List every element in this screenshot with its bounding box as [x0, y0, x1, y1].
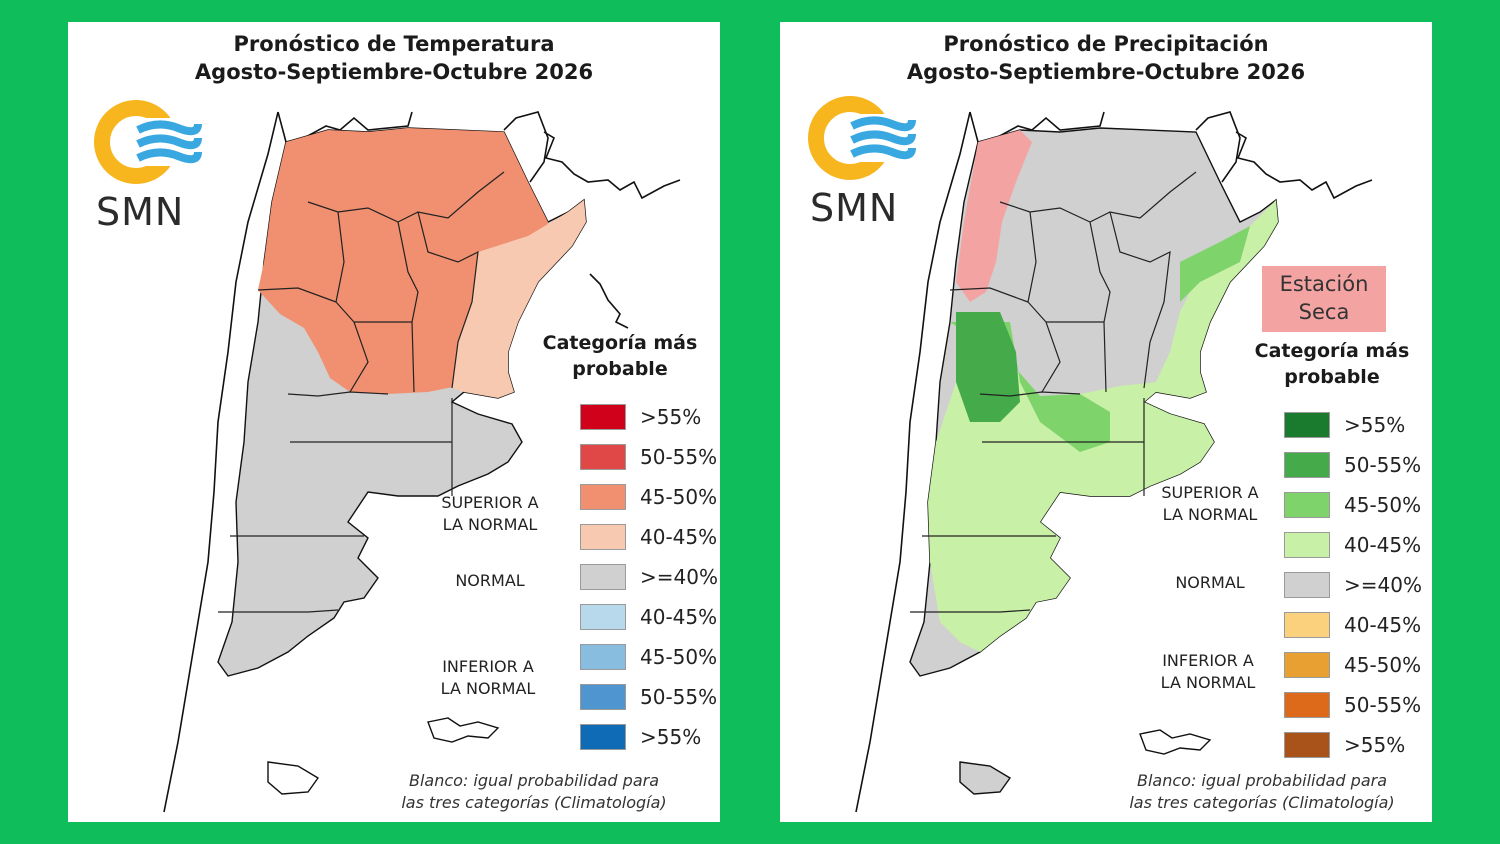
tierra-del-fuego-outline: [267, 761, 320, 795]
legend-swatch: [1284, 572, 1330, 598]
legend-label: 50-55%: [1344, 693, 1422, 717]
legend-label: 45-50%: [1344, 493, 1422, 517]
legend-label: 50-55%: [640, 685, 718, 709]
panel-title: Pronóstico de Temperatura Agosto-Septiem…: [68, 30, 720, 86]
legend-label: 45-50%: [640, 645, 718, 669]
footnote: Blanco: igual probabilidad para las tres…: [1102, 770, 1422, 814]
dry-season-line-1: Estación: [1279, 272, 1369, 296]
legend-swatch: [1284, 612, 1330, 638]
argentina-temperature-map: [163, 111, 681, 813]
legend-label: >55%: [640, 725, 702, 749]
legend-label: >55%: [1344, 413, 1406, 437]
smn-logo-icon: [94, 100, 214, 184]
title-line-2: Agosto-Septiembre-Octubre 2026: [194, 60, 594, 84]
smn-logo: SMN: [808, 94, 928, 234]
logo-text: SMN: [96, 190, 185, 234]
smn-logo-icon: [808, 96, 928, 180]
legend-label: >55%: [640, 405, 702, 429]
smn-logo: SMN: [94, 98, 214, 238]
legend-title-line-1: Categoría más: [1254, 340, 1410, 362]
legend-swatch: [580, 524, 626, 550]
border-brazil: [543, 131, 681, 200]
panel-title: Pronóstico de Precipitación Agosto-Septi…: [780, 30, 1432, 86]
legend-label: 40-45%: [1344, 613, 1422, 637]
dry-season-region: [956, 130, 1032, 302]
legend-label: 40-45%: [640, 525, 718, 549]
legend-swatch: [1284, 532, 1330, 558]
title-line-1: Pronóstico de Precipitación: [943, 32, 1269, 56]
legend-swatch: [580, 604, 626, 630]
legend-label: 50-55%: [1344, 453, 1422, 477]
legend-label: 40-45%: [1344, 533, 1422, 557]
legend-title-line-2: probable: [1284, 366, 1380, 388]
border-paraguay: [1195, 111, 1241, 183]
border-paraguay: [503, 111, 549, 183]
legend-swatch: [1284, 412, 1330, 438]
category-upper: SUPERIOR A LA NORMAL: [420, 492, 560, 536]
legend-swatch: [580, 684, 626, 710]
category-normal: NORMAL: [1175, 573, 1245, 592]
category-normal: NORMAL: [455, 571, 525, 590]
title-line-2: Agosto-Septiembre-Octubre 2026: [906, 60, 1306, 84]
prec-45-50-region: [950, 322, 1110, 452]
legend-label: >=40%: [640, 565, 718, 589]
legend-label: 45-50%: [1344, 653, 1422, 677]
legend-swatch: [1284, 692, 1330, 718]
legend-title: Categoría más probable: [1232, 338, 1432, 390]
legend-label: >=40%: [1344, 573, 1422, 597]
legend-label: 40-45%: [640, 605, 718, 629]
footnote: Blanco: igual probabilidad para las tres…: [374, 770, 694, 814]
temperature-forecast-panel: Pronóstico de Temperatura Agosto-Septiem…: [68, 22, 720, 822]
border-chile-pacific: [163, 111, 279, 813]
border-brazil: [1235, 131, 1373, 200]
category-lower-line-2: LA NORMAL: [440, 679, 536, 698]
islands-outline: [1139, 729, 1212, 755]
category-lower-line-1: INFERIOR A: [1162, 651, 1254, 670]
footnote-line-2: las tres categorías (Climatología): [1129, 793, 1395, 812]
temp-40-45-region: [452, 200, 586, 398]
category-upper: SUPERIOR A LA NORMAL: [1140, 482, 1280, 526]
prec-45-50-region-ne: [1180, 226, 1250, 302]
dry-season-line-2: Seca: [1298, 300, 1350, 324]
prec-50-55-region: [956, 312, 1020, 422]
argentina-precipitation-map: [855, 111, 1373, 813]
legend-swatch: [580, 484, 626, 510]
logo-text: SMN: [810, 186, 899, 230]
legend-swatch: [580, 564, 626, 590]
category-upper-line-1: SUPERIOR A: [441, 493, 539, 512]
title-line-1: Pronóstico de Temperatura: [233, 32, 555, 56]
islands-outline: [427, 717, 500, 743]
category-lower: INFERIOR A LA NORMAL: [418, 656, 558, 700]
category-upper-line-1: SUPERIOR A: [1161, 483, 1259, 502]
category-upper-line-2: LA NORMAL: [442, 515, 538, 534]
dry-season-box: Estación Seca: [1262, 266, 1386, 332]
border-chile-pacific: [855, 111, 971, 813]
legend-label: 45-50%: [640, 485, 718, 509]
footnote-line-1: Blanco: igual probabilidad para: [408, 771, 660, 790]
legend-swatch: [580, 404, 626, 430]
category-lower: INFERIOR A LA NORMAL: [1138, 650, 1278, 694]
category-lower-line-2: LA NORMAL: [1160, 673, 1256, 692]
category-upper-line-2: LA NORMAL: [1162, 505, 1258, 524]
legend-swatch: [1284, 732, 1330, 758]
footnote-line-1: Blanco: igual probabilidad para: [1136, 771, 1388, 790]
legend-title: Categoría más probable: [520, 330, 720, 382]
legend-swatch: [580, 444, 626, 470]
precipitation-forecast-panel: Pronóstico de Precipitación Agosto-Septi…: [780, 22, 1432, 822]
legend-label: >55%: [1344, 733, 1406, 757]
legend-swatch: [1284, 492, 1330, 518]
legend-swatch: [1284, 652, 1330, 678]
coast-uruguay: [589, 273, 629, 329]
legend-swatch: [580, 644, 626, 670]
legend-title-line-1: Categoría más: [542, 332, 698, 354]
legend-title-line-2: probable: [572, 358, 668, 380]
tierra-del-fuego-outline: [959, 761, 1012, 795]
legend-label: 50-55%: [640, 445, 718, 469]
legend-swatch: [1284, 452, 1330, 478]
footnote-line-2: las tres categorías (Climatología): [401, 793, 667, 812]
legend-swatch: [580, 724, 626, 750]
category-lower-line-1: INFERIOR A: [442, 657, 534, 676]
